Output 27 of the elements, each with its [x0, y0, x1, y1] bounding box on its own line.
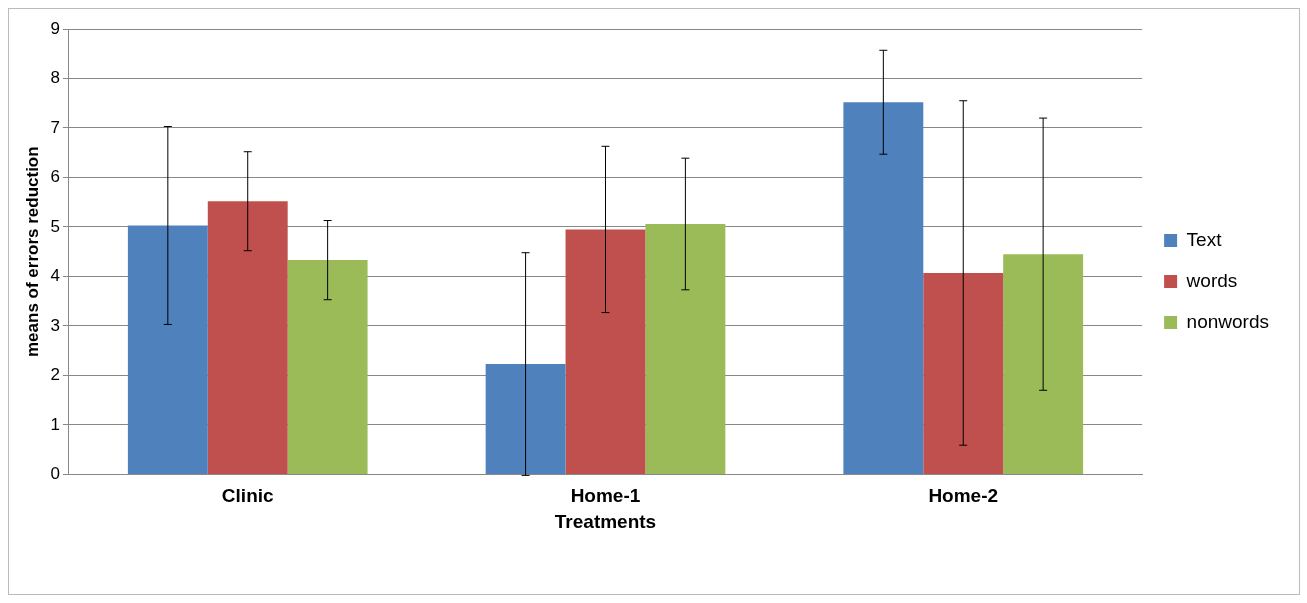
y-tick-label: 6 [50, 167, 60, 187]
bar [287, 260, 368, 474]
y-tick-label: 1 [50, 414, 60, 434]
y-tick-label: 8 [50, 68, 60, 88]
x-tick-label: Clinic [221, 485, 275, 507]
bar [485, 364, 566, 474]
x-axis-title: Treatments [554, 510, 657, 532]
x-tick-label: Home-2 [928, 485, 999, 507]
bar [843, 102, 924, 474]
y-tick-label: 3 [50, 315, 60, 335]
legend-label: nonwords [1186, 310, 1270, 332]
y-tick-label: 7 [50, 117, 60, 137]
y-tick-label: 2 [50, 365, 60, 385]
y-axis-title: means of errors reduction [22, 146, 42, 358]
y-tick-label: 4 [50, 266, 60, 286]
y-tick-label: 9 [50, 18, 60, 38]
legend-label: words [1185, 269, 1238, 291]
bar [127, 225, 208, 474]
bar [645, 223, 726, 474]
bar [923, 272, 1004, 474]
y-tick-label: 0 [50, 464, 60, 484]
bar [1003, 254, 1084, 474]
bar [565, 229, 646, 474]
legend-label: Text [1186, 228, 1223, 250]
bar [207, 201, 288, 474]
y-tick-label: 5 [50, 216, 60, 236]
x-tick-label: Home-1 [570, 485, 641, 507]
